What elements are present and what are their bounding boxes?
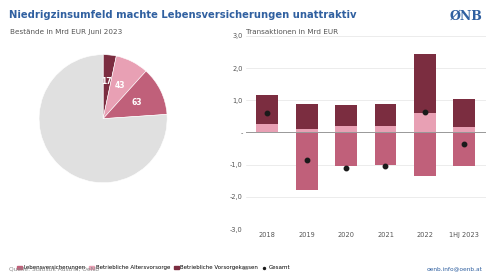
Legend: Lebensversicherungen, Betriebliche Altersvorsorge, Betriebliche Vorsorgekassen, : Lebensversicherungen, Betriebliche Alter… — [15, 263, 292, 273]
Bar — [454, 99, 475, 127]
Text: 63: 63 — [131, 98, 142, 107]
Text: ØNB: ØNB — [449, 10, 482, 23]
Bar — [335, 105, 357, 126]
Bar — [335, 132, 357, 166]
Bar — [375, 104, 396, 126]
Bar — [296, 132, 318, 190]
Wedge shape — [103, 56, 146, 119]
Bar — [454, 127, 475, 132]
Bar — [375, 132, 396, 165]
Bar — [256, 124, 278, 132]
Bar — [256, 115, 278, 132]
Text: Bestände in Mrd EUR Juni 2023: Bestände in Mrd EUR Juni 2023 — [10, 29, 122, 35]
Bar — [256, 95, 278, 124]
Text: 43: 43 — [115, 81, 125, 90]
Bar — [375, 126, 396, 132]
Text: 17: 17 — [102, 77, 112, 86]
Wedge shape — [103, 55, 116, 119]
Bar — [296, 105, 318, 129]
Text: 16: 16 — [242, 266, 249, 271]
Bar — [414, 113, 436, 132]
Wedge shape — [39, 55, 167, 183]
Bar — [414, 132, 436, 176]
Bar — [335, 126, 357, 132]
Bar — [296, 129, 318, 132]
Text: Niedrigzinsumfeld machte Lebensversicherungen unattraktiv: Niedrigzinsumfeld machte Lebensversicher… — [9, 10, 356, 20]
Bar — [414, 54, 436, 113]
Bar — [454, 132, 475, 166]
Text: Quelle: Statistik Austria, OeNB: Quelle: Statistik Austria, OeNB — [9, 266, 99, 271]
Wedge shape — [103, 71, 167, 119]
Text: Transaktionen in Mrd EUR: Transaktionen in Mrd EUR — [246, 29, 338, 35]
Text: oenb.info@oenb.at: oenb.info@oenb.at — [426, 266, 482, 271]
